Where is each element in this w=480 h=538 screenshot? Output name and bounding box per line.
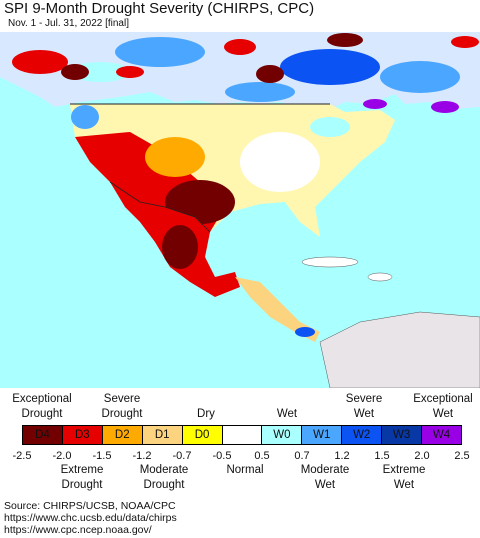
wet-patch [115,37,205,67]
legend-tick: -2.0 [52,450,72,462]
drought-map [0,32,480,388]
legend-cell [222,426,263,444]
cuba [301,256,359,268]
pnw-wet [71,105,99,129]
legend-top-label: Dry [197,408,215,420]
wet-patch [225,82,295,102]
legend-cell: W4 [422,426,461,444]
dry-patch [12,50,68,74]
legend-cell: D2 [102,426,143,444]
legend-tick: 0.7 [294,450,310,462]
legend-cell: D3 [62,426,103,444]
legend-tick: 1.2 [334,450,350,462]
legend-bottom-label: Normal [226,464,264,476]
hispaniola [367,272,393,282]
legend-tick: -1.5 [92,450,112,462]
plains-drought [145,137,205,177]
legend-tick: -0.5 [212,450,232,462]
dry-patch [327,33,363,47]
legend-top-label: Wet [276,408,298,420]
legend-tick: -0.7 [172,450,192,462]
central-america [235,277,320,342]
map-subtitle: Nov. 1 - Jul. 31, 2022 [final] [8,18,129,29]
mexico-drought [162,225,198,269]
legend-cell: D0 [182,426,223,444]
legend-cell: D4 [23,426,63,444]
source-line: https://www.chc.ucsb.edu/data/chirps [4,512,177,524]
legend-tick: 2.5 [454,450,470,462]
legend-cell: W2 [342,426,383,444]
legend-tick: 1.5 [374,450,390,462]
dry-patch [61,64,89,80]
legend-cell: W1 [302,426,343,444]
legend-tick: -2.5 [12,450,32,462]
legend-bottom-label: Extreme Drought [60,464,104,491]
legend-top-label: Exceptional Wet [413,393,473,420]
legend-bottom-label: Moderate Drought [139,464,189,491]
dry-patch [256,65,284,83]
legend-top-label: Severe Drought [101,393,143,420]
legend-top-label: Severe Wet [345,393,383,420]
wet-patch [363,99,387,109]
legend-tick: 2.0 [414,450,430,462]
legend-bottom-label: Extreme Wet [382,464,426,491]
source-line: https://www.cpc.ncep.noaa.gov/ [4,524,152,536]
dry-patch [116,66,144,78]
legend-colorbar: D4 D3 D2 D1 D0 W0 W1 W2 W3 W4 [22,425,462,445]
legend-tick: 0.5 [254,450,270,462]
legend-cell: D1 [142,426,183,444]
dry-patch [224,39,256,55]
map-title: SPI 9-Month Drought Severity (CHIRPS, CP… [4,0,315,17]
wet-patch [280,49,380,85]
east-normal [240,132,320,192]
us-mexico-border [109,181,211,233]
northeast-wet [310,117,350,137]
legend-cell: W3 [382,426,423,444]
legend-cell: W0 [262,426,303,444]
wet-patch [431,101,459,113]
legend-tick: -1.2 [132,450,152,462]
legend-top-label: Exceptional Drought [12,393,72,420]
source-line: Source: CHIRPS/UCSB, NOAA/CPC [4,500,176,512]
dry-patch [451,36,479,48]
south-america [319,311,480,388]
legend-bottom-label: Moderate Wet [300,464,350,491]
wet-patch [380,61,460,93]
ca-wet [295,327,315,337]
